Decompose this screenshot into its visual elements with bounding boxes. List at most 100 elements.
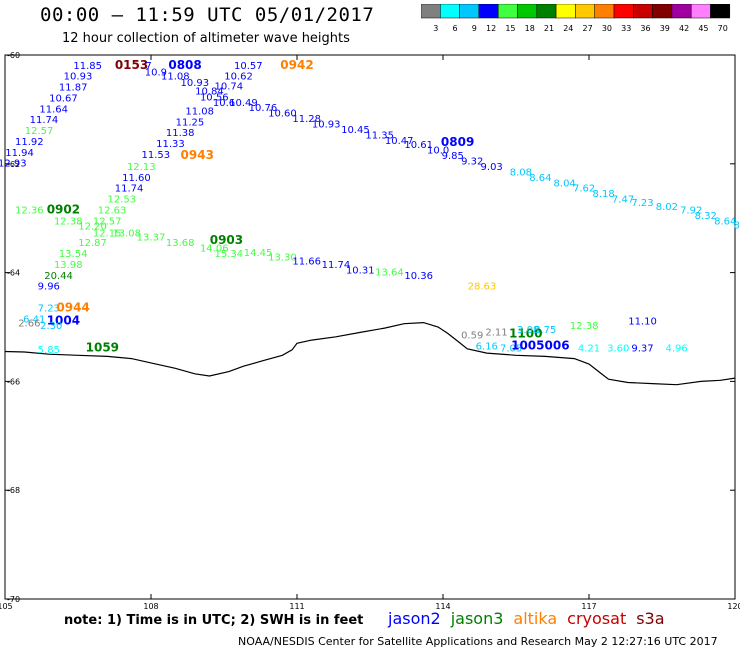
wave-height-label: 2.30 xyxy=(40,321,62,332)
y-tick-label: -66 xyxy=(7,377,20,386)
wave-height-label: 7 xyxy=(145,61,151,72)
wave-height-label: 10.62 xyxy=(224,72,253,83)
legend-item-jason2: jason2 xyxy=(388,609,441,628)
wave-height-label: 8.02 xyxy=(656,202,678,213)
wave-height-label: 10.57 xyxy=(234,61,263,72)
wave-height-label: 10.56 xyxy=(200,92,229,103)
wave-height-label: 10.0 xyxy=(427,146,449,157)
wave-height-label: 8.75 xyxy=(534,325,556,336)
wave-height-label: 7.23 xyxy=(631,198,653,209)
wave-height-label: 10.84 xyxy=(195,86,224,97)
x-tick-label: 117 xyxy=(581,602,596,610)
wave-height-label: 7.47 xyxy=(612,195,634,206)
wave-height-label: 10.49 xyxy=(229,98,258,109)
colorbar-label: 30 xyxy=(602,24,612,33)
colorbar-label: 42 xyxy=(679,24,689,33)
legend-item-s3a: s3a xyxy=(636,609,665,628)
satellite-legend: jason2 jason3 altika cryosat s3a xyxy=(388,609,675,628)
wave-height-label: 4.96 xyxy=(665,344,687,355)
wave-height-label: 11.33 xyxy=(156,139,185,150)
wave-height-label: 8.64 xyxy=(714,216,736,227)
legend-item-cryosat: cryosat xyxy=(567,609,627,628)
wave-height-label: 8.32 xyxy=(695,211,717,222)
pass-time-label: 0944 xyxy=(56,300,89,314)
wave-height-label: 15.34 xyxy=(215,249,244,260)
map-title: 00:00 – 11:59 UTC 05/01/2017 xyxy=(40,4,375,26)
wave-height-label: 10.45 xyxy=(341,125,370,136)
wave-height-label: 4.21 xyxy=(578,344,600,355)
wave-height-label: 13.30 xyxy=(268,252,297,263)
colorbar-label: 6 xyxy=(453,24,458,33)
pass-time-label: 0942 xyxy=(280,58,313,72)
altimeter-map: 105 108 111 114 117 120 -60 -62 -64 -66 -68 -70 11.8… xyxy=(0,51,740,610)
wave-height-label: 11.74 xyxy=(322,260,351,271)
wave-height-label: 11.66 xyxy=(292,257,321,268)
colorbar-label: 18 xyxy=(525,24,535,33)
wave-height-label: 5.85 xyxy=(38,345,60,356)
wave-height-label: 11.28 xyxy=(292,114,321,125)
wave-height-label: 9.32 xyxy=(461,157,483,168)
wave-height-label: 10.60 xyxy=(268,109,297,120)
map-frame xyxy=(4,54,736,600)
colorbar-label: 39 xyxy=(660,24,670,33)
colorbar-label: 21 xyxy=(544,24,554,33)
pass-time-label: 0808 xyxy=(168,58,201,72)
wave-height-label: 10.47 xyxy=(385,136,414,147)
wave-height-label: 11.08 xyxy=(185,106,214,117)
wave-height-label: 8.28 xyxy=(734,221,740,232)
wave-height-label: 13.37 xyxy=(137,233,166,244)
wave-height-label: 10.9 xyxy=(145,67,167,78)
y-tick-label: -68 xyxy=(7,486,20,495)
pass-time-label: 0153 xyxy=(115,58,148,72)
y-tick-label: -70 xyxy=(7,595,20,604)
x-tick-label: 111 xyxy=(289,602,304,610)
wave-height-label: 10.93 xyxy=(312,120,341,131)
pass-time-label: 0902 xyxy=(47,202,80,216)
wave-height-label: 10.93 xyxy=(180,78,209,89)
wave-height-label: 11.74 xyxy=(30,115,59,126)
wave-height-label: 12.36 xyxy=(15,205,44,216)
wave-height-label: 11.25 xyxy=(176,117,205,128)
wave-height-label: 3.08 xyxy=(517,325,539,336)
pass-time-label: 0809 xyxy=(441,135,474,149)
wave-height-label: 12.15 xyxy=(93,228,122,239)
wave-height-label: 11.87 xyxy=(59,83,88,94)
y-tick-label: -62 xyxy=(7,160,20,169)
wave-height-label: 8.18 xyxy=(592,189,614,200)
wave-height-label: 12.38 xyxy=(54,216,83,227)
wave-height-label: 13.64 xyxy=(375,268,404,279)
wave-height-label: 12.13 xyxy=(127,162,156,173)
colorbar-label: 9 xyxy=(472,24,477,33)
wave-height-label: 12.53 xyxy=(107,195,136,206)
colorbar-label: 36 xyxy=(640,24,650,33)
wave-height-label: 10.93 xyxy=(64,72,93,83)
wave-height-label: 10.6 xyxy=(213,98,235,109)
wave-height-label: 10.61 xyxy=(404,140,433,151)
wave-height-label: 7.05 xyxy=(500,344,522,355)
wave-height-label: 28.63 xyxy=(468,282,497,293)
wave-height-label: 7.92 xyxy=(680,205,702,216)
wave-height-label: 9.03 xyxy=(481,162,503,173)
colorbar-label: 12 xyxy=(486,24,496,33)
x-tick-label: 114 xyxy=(435,602,450,610)
colorbar-label: 3 xyxy=(433,24,438,33)
wave-height-label: 11.92 xyxy=(15,137,44,148)
wave-height-label: 13.68 xyxy=(166,238,195,249)
wave-height-label: 13.98 xyxy=(54,260,83,271)
wave-height-label: 12.63 xyxy=(98,205,127,216)
wave-height-label: 10.67 xyxy=(49,93,78,104)
wave-height-label: 12.93 xyxy=(0,159,27,170)
credit-line: NOAA/NESDIS Center for Satellite Applica… xyxy=(238,635,718,648)
wave-height-label: 11.85 xyxy=(73,61,102,72)
wave-height-label: 20.44 xyxy=(44,271,73,282)
x-tick-label: 105 xyxy=(0,602,13,610)
wave-height-label: 12.20 xyxy=(78,221,107,232)
wave-height-label: 3.60 xyxy=(607,344,629,355)
wave-height-label: 11.38 xyxy=(166,128,195,139)
wave-height-label: 9.96 xyxy=(38,282,60,293)
pass-time-label: 0903 xyxy=(210,233,243,247)
wave-height-label: 11.35 xyxy=(365,130,394,141)
pass-time-label: 1005006 xyxy=(511,338,569,352)
pass-time-label: 0943 xyxy=(181,148,214,162)
colorbar-label: 33 xyxy=(621,24,631,33)
